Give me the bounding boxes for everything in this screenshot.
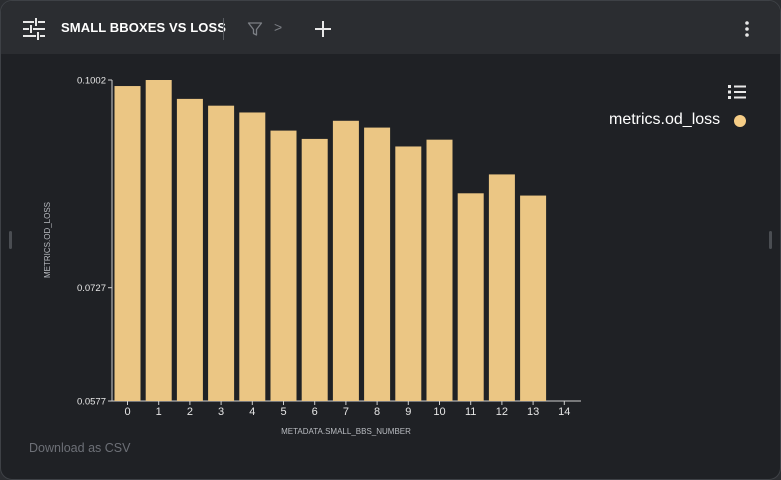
y-tick-label: 0.0727 [77,283,106,294]
y-tick-label: 0.0577 [77,397,106,408]
bar [488,174,515,401]
legend-label: metrics.od_loss [609,111,721,128]
bar [364,127,391,401]
breadcrumb-separator: > [274,19,283,35]
x-tick-label: 1 [156,406,162,418]
bar [426,139,453,402]
sliders-icon[interactable] [23,18,45,40]
bar [176,98,203,401]
panel-header: SMALL BBOXES VS LOSS > [1,1,780,54]
list-icon[interactable] [728,84,746,100]
bar [301,138,328,401]
bar [457,193,484,401]
x-tick-label: 4 [249,406,255,418]
panel-title: SMALL BBOXES VS LOSS [61,20,227,35]
y-tick-label: 0.1002 [77,76,106,87]
x-tick-label: 8 [374,406,380,418]
x-tick-label: 13 [527,406,539,418]
x-tick-label: 6 [312,406,318,418]
bar [520,195,547,401]
bar [239,112,266,401]
header-divider [223,18,224,40]
filter-icon[interactable] [247,21,263,37]
y-axis-label: METRICS.OD_LOSS [43,202,52,278]
bar [395,146,422,401]
x-tick-label: 12 [496,406,508,418]
x-tick-label: 9 [405,406,411,418]
resize-handle-right[interactable] [769,231,772,249]
x-tick-label: 5 [280,406,286,418]
download-csv-link[interactable]: Download as CSV [29,441,131,455]
x-tick-label: 11 [465,406,476,418]
x-tick-label: 14 [558,406,570,418]
x-tick-label: 3 [218,406,224,418]
x-tick-label: 7 [343,406,349,418]
bar [208,105,235,402]
bar [145,80,172,401]
bar [332,120,359,401]
x-axis-label: METADATA.SMALL_BBS_NUMBER [281,427,411,436]
resize-handle-left[interactable] [9,231,12,249]
bar [114,86,141,401]
plus-icon[interactable] [314,20,332,38]
bar [270,130,297,401]
x-tick-label: 2 [187,406,193,418]
x-tick-label: 10 [433,406,445,418]
legend-swatch [734,115,746,127]
x-tick-label: 0 [124,406,130,418]
kebab-menu-icon[interactable] [742,20,752,38]
